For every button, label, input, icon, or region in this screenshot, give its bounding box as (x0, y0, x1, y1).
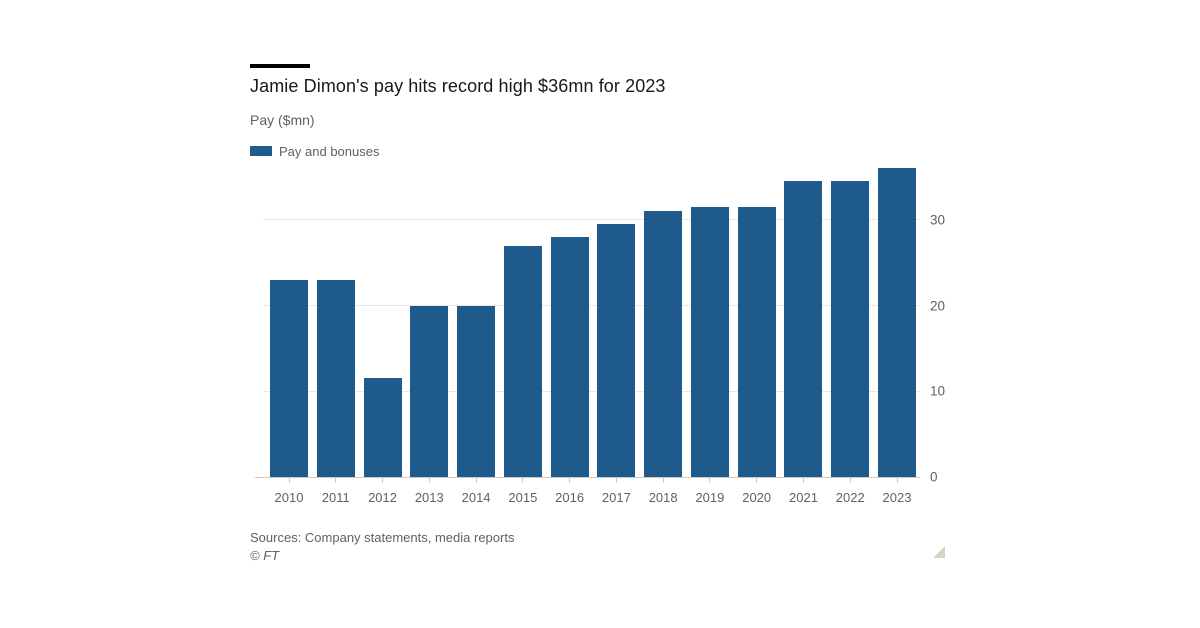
x-axis-tick-2017 (615, 478, 617, 483)
legend-label: Pay and bonuses (279, 143, 380, 159)
x-axis-tick-2019 (709, 478, 711, 483)
chart-subtitle: Pay ($mn) (250, 112, 315, 128)
legend: Pay and bonuses (250, 143, 380, 159)
bar-2013 (410, 305, 449, 477)
x-axis-tick-2012 (382, 478, 384, 483)
x-axis-label-2022: 2022 (835, 490, 865, 505)
bar-2022 (831, 181, 870, 477)
x-axis-label-2016: 2016 (555, 490, 585, 505)
gridline-30 (263, 219, 920, 221)
x-axis-label-2014: 2014 (461, 490, 491, 505)
x-axis-label-2013: 2013 (414, 490, 444, 505)
bar-2016 (550, 237, 589, 477)
bar-chart-plot-area (263, 165, 920, 477)
bar-2023 (878, 168, 916, 477)
x-axis-tick-2021 (802, 478, 804, 483)
x-axis-label-2017: 2017 (601, 490, 631, 505)
x-axis-tick-2015 (522, 478, 524, 483)
y-axis-tick-label-10: 10 (930, 383, 946, 399)
sources-note: Sources: Company statements, media repor… (250, 530, 515, 545)
x-axis-label-2010: 2010 (274, 490, 304, 505)
bar-2010 (270, 279, 308, 477)
y-axis-tick-label-0: 0 (930, 469, 938, 485)
x-axis-tick-2018 (662, 478, 664, 483)
bar-2020 (737, 207, 776, 477)
bar-2015 (503, 245, 542, 477)
bar-2012 (363, 378, 402, 477)
x-axis-label-2012: 2012 (368, 490, 397, 505)
bar-2019 (690, 207, 729, 477)
x-axis-tick-2022 (849, 478, 851, 483)
ft-copyright: © FT (250, 548, 280, 563)
title-kicker-bar (250, 64, 310, 68)
x-axis-label-2020: 2020 (742, 490, 772, 505)
gridline-20 (263, 305, 920, 307)
x-axis-label-2011: 2011 (321, 490, 350, 505)
resize-corner-triangle-icon (933, 546, 945, 558)
chart-title: Jamie Dimon's pay hits record high $36mn… (250, 76, 666, 96)
bar-2021 (784, 181, 823, 477)
gridline-10 (263, 390, 920, 392)
x-axis-tick-2010 (288, 478, 290, 483)
x-axis-label-2015: 2015 (508, 490, 538, 505)
bar-2011 (316, 279, 355, 477)
y-axis-tick-label-20: 20 (930, 298, 946, 314)
x-axis-tick-2023 (896, 478, 898, 483)
x-axis-label-2023: 2023 (882, 490, 912, 505)
legend-swatch-icon (250, 146, 272, 156)
bar-2018 (644, 211, 683, 477)
x-axis-tick-2011 (335, 478, 337, 483)
bar-2014 (457, 305, 496, 477)
x-axis-tick-2020 (756, 478, 758, 483)
x-axis-baseline (255, 477, 920, 478)
x-axis-label-2018: 2018 (648, 490, 678, 505)
y-axis-tick-label-30: 30 (930, 212, 946, 228)
x-axis-tick-2014 (475, 478, 477, 483)
x-axis-tick-2016 (569, 478, 571, 483)
x-axis-label-2021: 2021 (789, 490, 818, 505)
x-axis-label-2019: 2019 (695, 490, 725, 505)
x-axis-tick-2013 (428, 478, 430, 483)
bar-2017 (597, 224, 636, 477)
